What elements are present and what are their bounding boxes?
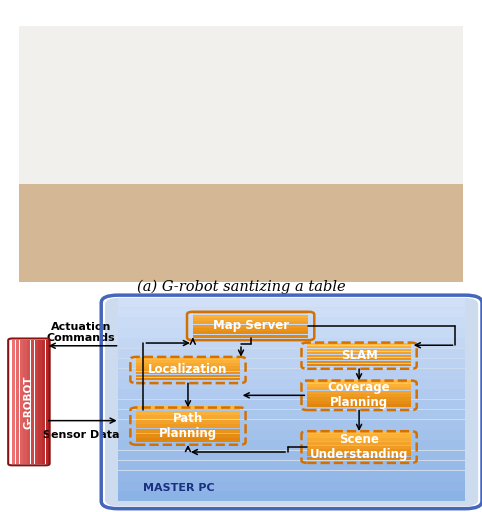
- FancyBboxPatch shape: [105, 298, 478, 506]
- Bar: [12, 340, 15, 463]
- Bar: [308, 349, 411, 351]
- Bar: [193, 322, 308, 324]
- Text: Sensor Data: Sensor Data: [43, 430, 119, 440]
- Bar: [136, 411, 240, 415]
- Bar: [308, 383, 411, 387]
- Bar: [308, 346, 411, 348]
- Bar: [118, 440, 465, 450]
- Text: (a) G-robot santizing a table: (a) G-robot santizing a table: [137, 280, 345, 294]
- Bar: [118, 430, 465, 440]
- Bar: [27, 340, 30, 463]
- Bar: [308, 352, 411, 354]
- Text: Localization: Localization: [148, 364, 228, 376]
- Bar: [308, 343, 411, 345]
- Bar: [118, 461, 465, 471]
- Bar: [193, 335, 308, 337]
- Bar: [136, 357, 240, 359]
- FancyBboxPatch shape: [19, 174, 463, 282]
- Bar: [308, 453, 411, 457]
- Bar: [118, 451, 465, 460]
- Bar: [118, 399, 465, 409]
- Bar: [118, 471, 465, 481]
- Bar: [118, 318, 465, 328]
- Bar: [308, 357, 411, 360]
- Bar: [136, 424, 240, 429]
- Bar: [136, 420, 240, 424]
- FancyBboxPatch shape: [19, 26, 463, 184]
- Bar: [42, 340, 45, 463]
- Bar: [136, 415, 240, 419]
- Bar: [308, 434, 411, 438]
- Bar: [308, 445, 411, 449]
- Bar: [118, 410, 465, 419]
- Bar: [118, 349, 465, 358]
- Bar: [308, 450, 411, 453]
- Bar: [136, 360, 240, 362]
- Bar: [118, 492, 465, 501]
- Bar: [38, 340, 41, 463]
- Bar: [308, 394, 411, 397]
- Bar: [308, 391, 411, 394]
- Text: G-ROBOT: G-ROBOT: [24, 375, 34, 429]
- Bar: [136, 406, 240, 410]
- Text: Scene
Understanding: Scene Understanding: [310, 433, 408, 461]
- Bar: [136, 366, 240, 369]
- Bar: [118, 359, 465, 369]
- Bar: [308, 364, 411, 366]
- Bar: [136, 378, 240, 380]
- Bar: [136, 434, 240, 438]
- Bar: [118, 308, 465, 317]
- Text: Path
Planning: Path Planning: [159, 412, 217, 440]
- Bar: [118, 369, 465, 379]
- Bar: [308, 380, 411, 383]
- Bar: [136, 429, 240, 433]
- Bar: [136, 363, 240, 366]
- Bar: [308, 442, 411, 445]
- Bar: [193, 325, 308, 328]
- Bar: [118, 389, 465, 399]
- Bar: [193, 315, 308, 318]
- Bar: [308, 360, 411, 363]
- Bar: [308, 431, 411, 434]
- Bar: [308, 438, 411, 441]
- Bar: [308, 387, 411, 390]
- Bar: [20, 340, 23, 463]
- Bar: [16, 340, 19, 463]
- Text: MASTER PC: MASTER PC: [143, 483, 214, 493]
- Text: SLAM: SLAM: [341, 349, 377, 362]
- Bar: [136, 438, 240, 442]
- Bar: [193, 328, 308, 331]
- Bar: [193, 318, 308, 321]
- Bar: [136, 369, 240, 372]
- Text: Map Server: Map Server: [213, 319, 289, 332]
- Bar: [23, 340, 27, 463]
- Bar: [31, 340, 34, 463]
- Bar: [118, 481, 465, 491]
- Bar: [308, 457, 411, 460]
- Bar: [308, 397, 411, 400]
- Bar: [193, 331, 308, 334]
- Bar: [136, 372, 240, 374]
- Bar: [46, 340, 49, 463]
- Text: Coverage
Planning: Coverage Planning: [328, 381, 390, 409]
- Bar: [308, 404, 411, 408]
- Bar: [308, 355, 411, 357]
- Bar: [136, 375, 240, 377]
- Bar: [118, 420, 465, 430]
- Bar: [118, 379, 465, 389]
- Bar: [35, 340, 38, 463]
- Bar: [193, 311, 308, 314]
- Bar: [308, 401, 411, 404]
- Bar: [118, 328, 465, 338]
- Bar: [118, 297, 465, 307]
- Bar: [118, 338, 465, 348]
- Text: Actuation
Commands: Actuation Commands: [47, 322, 115, 344]
